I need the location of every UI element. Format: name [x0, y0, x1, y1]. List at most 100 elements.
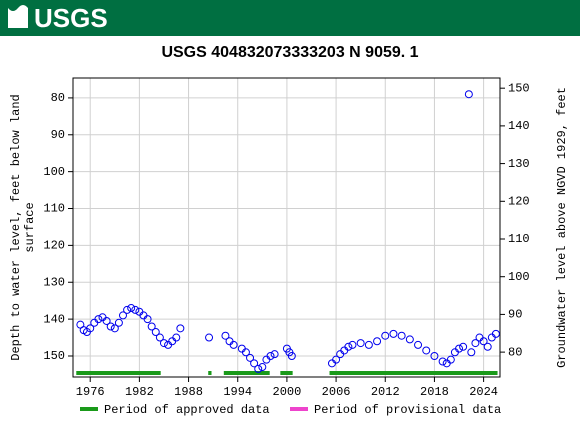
data-point [464, 90, 473, 99]
y-axis-label: Depth to water level, feet below landsur… [9, 94, 37, 360]
plot-frame [72, 77, 501, 378]
y-tick-label: 80 [51, 91, 65, 105]
data-point [438, 357, 447, 366]
data-point [254, 364, 263, 373]
data-point [389, 329, 398, 338]
data-point [123, 305, 132, 314]
data-point [455, 344, 464, 353]
y-tick-label: 130 [43, 275, 65, 289]
data-point [332, 355, 341, 364]
data-point [336, 350, 345, 359]
y-tick-label: 120 [43, 239, 65, 253]
data-point [327, 359, 336, 368]
data-point [450, 348, 459, 357]
data-point [381, 331, 390, 340]
data-point [176, 324, 185, 333]
x-tick-label: 2012 [371, 385, 400, 399]
data-point [356, 339, 365, 348]
y2-tick-label: 80 [508, 345, 522, 359]
y2-tick-label: 100 [508, 270, 530, 284]
logo: USGS [34, 3, 108, 33]
y2-tick-label: 90 [508, 308, 522, 322]
data-point [397, 331, 406, 340]
data-point [110, 324, 119, 333]
data-point [241, 348, 250, 357]
y2-tick-label: 110 [508, 232, 530, 246]
data-point [344, 342, 353, 351]
data-point [172, 333, 181, 342]
data-point [422, 346, 431, 355]
data-point [467, 348, 476, 357]
data-point [94, 315, 103, 324]
legend-swatch [80, 407, 98, 411]
chart-title: USGS 404832073333203 N 9059. 1 [161, 44, 418, 61]
data-point [131, 305, 140, 314]
data-point [483, 342, 492, 351]
data-point [348, 340, 357, 349]
data-point [98, 313, 107, 322]
x-tick-label: 1976 [76, 385, 105, 399]
data-point [475, 333, 484, 342]
y2-tick-label: 130 [508, 157, 530, 171]
data-point [405, 335, 414, 344]
x-tick-label: 2006 [322, 385, 351, 399]
data-point [127, 304, 136, 313]
data-point [373, 337, 382, 346]
data-point [471, 339, 480, 348]
data-point [143, 315, 152, 324]
y-tick-label: 150 [43, 349, 65, 363]
data-point [442, 359, 451, 368]
data-point [102, 316, 111, 325]
data-point [155, 333, 164, 342]
y2-tick-label: 120 [508, 194, 530, 208]
data-point [430, 351, 439, 360]
data-point [340, 346, 349, 355]
y-tick-label: 90 [51, 128, 65, 142]
x-tick-label: 1994 [223, 385, 252, 399]
data-point [459, 342, 468, 351]
data-point [225, 337, 234, 346]
y2-tick-label: 140 [508, 119, 530, 133]
y-tick-label: 110 [43, 202, 65, 216]
data-point [86, 324, 95, 333]
header-bar [0, 0, 580, 36]
y-tick-label: 100 [43, 165, 65, 179]
data-point [164, 340, 173, 349]
data-point [491, 329, 500, 338]
data-point [270, 350, 279, 359]
data-point [258, 363, 267, 372]
data-point [364, 340, 373, 349]
period-bar [208, 371, 212, 375]
data-point [446, 355, 455, 364]
x-tick-label: 1982 [125, 385, 154, 399]
y-tick-label: 140 [43, 312, 65, 326]
data-point [479, 337, 488, 346]
data-point [151, 328, 160, 337]
data-point [159, 339, 168, 348]
data-point [205, 333, 214, 342]
x-tick-label: 2018 [420, 385, 449, 399]
data-point [114, 318, 123, 327]
legend-label: Period of provisional data [314, 403, 501, 417]
period-bar [223, 371, 270, 375]
data-point [266, 351, 275, 360]
data-point [414, 340, 423, 349]
period-bar [329, 371, 498, 375]
data-point [168, 337, 177, 346]
logo-icon [8, 5, 28, 28]
data-point [118, 311, 127, 320]
legend-label: Period of approved data [104, 403, 270, 417]
data-point [106, 322, 115, 331]
x-tick-label: 1988 [174, 385, 203, 399]
data-point [221, 331, 230, 340]
legend-swatch [290, 407, 308, 411]
y2-tick-label: 150 [508, 81, 530, 95]
data-point [287, 351, 296, 360]
period-bar [76, 371, 161, 375]
data-point [250, 359, 259, 368]
x-tick-label: 2000 [273, 385, 302, 399]
data-point [246, 353, 255, 362]
x-tick-label: 2024 [469, 385, 498, 399]
data-point [237, 344, 246, 353]
